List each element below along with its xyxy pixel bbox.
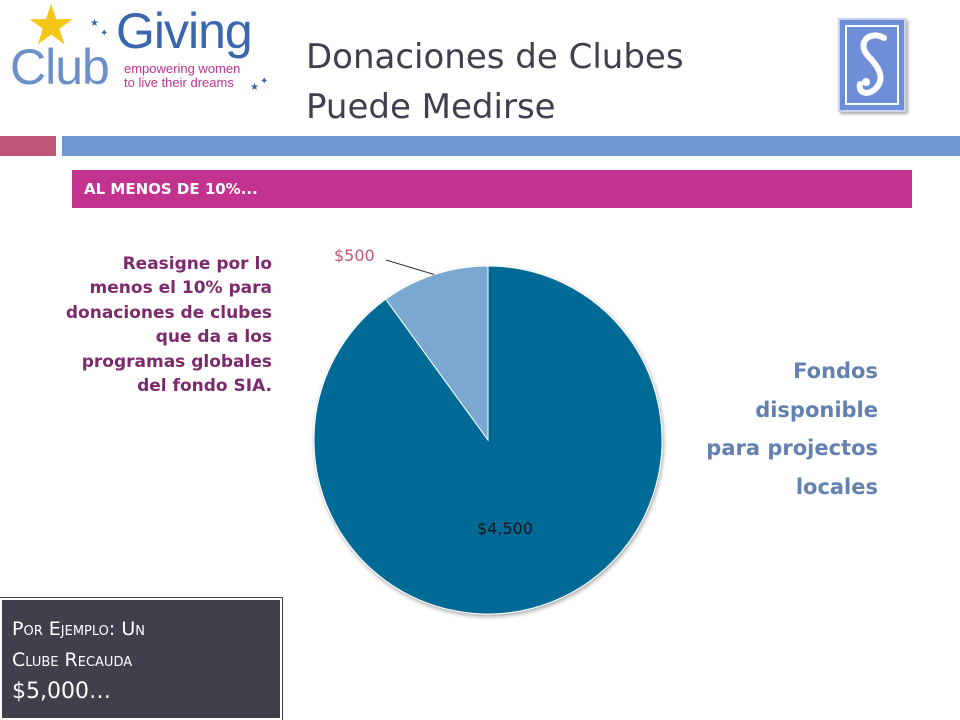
pie-leader-line: [385, 259, 435, 275]
pie-chart: $4,500 $500: [300, 230, 680, 630]
logo-tagline: empowering women to live their dreams: [124, 62, 240, 90]
pie-chart-svg: $4,500 $500: [313, 246, 663, 615]
logo-club-text: Club: [10, 39, 110, 95]
small-star-icon: ★: [90, 18, 99, 29]
accent-bar-blue: [62, 136, 960, 156]
logo-giving-text: Giving: [116, 3, 253, 59]
small-star-icon: ✦: [100, 28, 109, 39]
small-star-icon: ✦: [260, 76, 269, 87]
page-title-line1: Donaciones de Clubes: [306, 37, 684, 77]
pie-label: $4,500: [477, 519, 533, 538]
small-star-icon: ★: [250, 82, 259, 93]
right-description: Fondos disponible para projectos locales: [706, 359, 878, 499]
section-band: AL MENOS DE 10%...: [72, 170, 912, 208]
example-line3: $5,000…: [12, 679, 111, 704]
example-line2: Clube Recauda: [12, 649, 133, 671]
example-box: Por Ejemplo: Un Clube Recauda $5,000…: [0, 597, 283, 720]
clubgiving-logo: ★ ★ ✦ ★ ✦ Club Giving empowering women t…: [4, 0, 274, 100]
section-band-label: AL MENOS DE 10%...: [84, 180, 258, 198]
logo-tagline-line2: to live their dreams: [124, 75, 234, 90]
left-description: Reasigne por lo menos el 10% para donaci…: [65, 254, 272, 397]
page-title: Donaciones de Clubes Puede Medirse: [306, 32, 806, 132]
accent-bar-pink: [0, 136, 56, 156]
pie-slice: [385, 265, 489, 442]
page-title-line2: Puede Medirse: [306, 87, 556, 127]
pie-label: $500: [334, 246, 375, 265]
logo-tagline-line1: empowering women: [124, 61, 241, 76]
example-line1: Por Ejemplo: Un: [12, 618, 145, 640]
star-icon: ★: [26, 0, 77, 58]
soroptimist-seal-icon: [838, 18, 906, 112]
